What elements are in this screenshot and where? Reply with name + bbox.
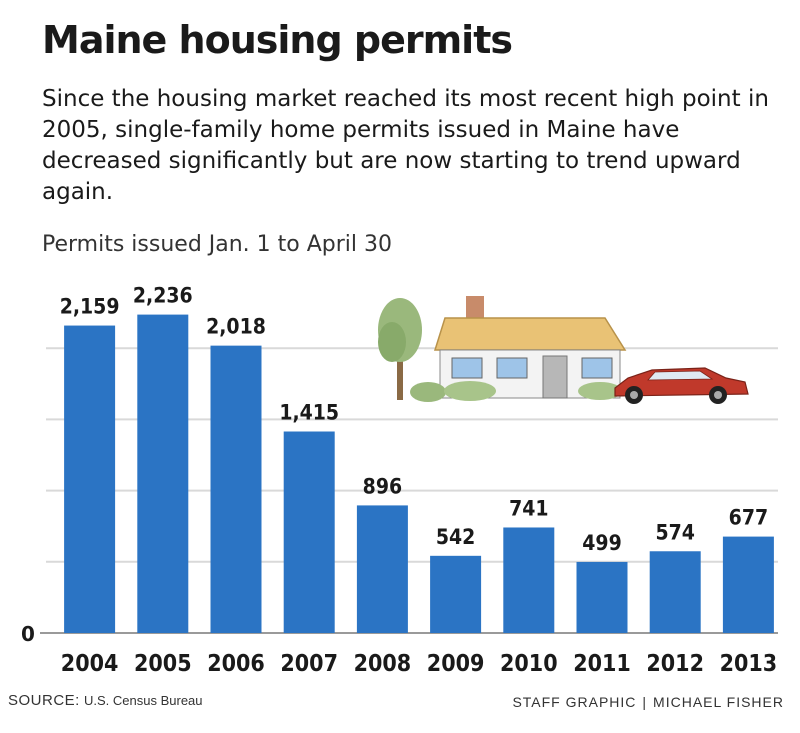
x-tick-label: 2007	[280, 651, 338, 677]
source-note: SOURCE: U.S. Census Bureau	[8, 692, 203, 709]
roof-icon	[433, 317, 627, 351]
bars	[64, 314, 774, 633]
bar-2010	[503, 527, 555, 633]
x-tick-label: 2010	[500, 651, 558, 677]
x-tick-label: 2005	[134, 651, 192, 677]
value-labels: 2,159 2,236 2,018 1,415 896 542 741 499 574 677	[60, 284, 768, 555]
bar-2008	[356, 505, 408, 633]
value-label: 2,159	[60, 295, 120, 319]
x-tick-label: 2006	[207, 651, 265, 677]
credit-author: MICHAEL FISHER	[653, 694, 784, 710]
value-label: 2,236	[133, 284, 193, 308]
credit-line: STAFF GRAPHIC | MICHAEL FISHER	[512, 694, 784, 710]
x-tick-label: 2011	[573, 651, 631, 677]
source-text: U.S. Census Bureau	[84, 693, 203, 708]
y-tick-label: 0	[21, 622, 35, 646]
x-tick-label: 2013	[720, 651, 778, 677]
bar-2006	[210, 345, 262, 633]
bar-2009	[430, 555, 482, 633]
x-tick-label: 2012	[646, 651, 704, 677]
value-label: 574	[655, 520, 694, 544]
chart-title: Maine housing permits	[42, 18, 513, 62]
value-label: 499	[582, 531, 621, 555]
x-tick-label: 2009	[427, 651, 485, 677]
value-label: 1,415	[279, 401, 339, 425]
x-tick-label: 2008	[354, 651, 412, 677]
x-tick-labels: 2004 2005 2006 2007 2008 2009 2010 2011 2012 2013	[61, 651, 777, 677]
units-label: Permits issued Jan. 1 to April 30	[42, 232, 393, 257]
source-label: SOURCE:	[8, 692, 80, 709]
bar-2013	[722, 536, 774, 633]
bar-2012	[649, 551, 701, 633]
house-car-illustration	[378, 296, 749, 404]
chart-subtitle: Since the housing market reached its mos…	[42, 86, 769, 205]
bar-2004	[64, 325, 116, 633]
value-label: 896	[363, 474, 402, 498]
bar-2005	[137, 314, 189, 633]
shrub-icon	[410, 382, 446, 402]
x-tick-label: 2004	[61, 651, 119, 677]
door-icon	[542, 355, 568, 399]
credit-separator: |	[642, 694, 648, 710]
value-label: 2,018	[206, 315, 266, 339]
chimney-icon	[466, 296, 484, 320]
bar-2011	[576, 561, 628, 633]
value-label: 542	[436, 525, 475, 549]
y-tick-labels: 0	[21, 622, 35, 646]
tree-trunk-icon	[397, 345, 403, 400]
value-label: 741	[509, 496, 548, 520]
value-label: 677	[729, 506, 768, 530]
bar-2007	[283, 431, 335, 633]
credit-staff-graphic: STAFF GRAPHIC	[512, 694, 637, 710]
